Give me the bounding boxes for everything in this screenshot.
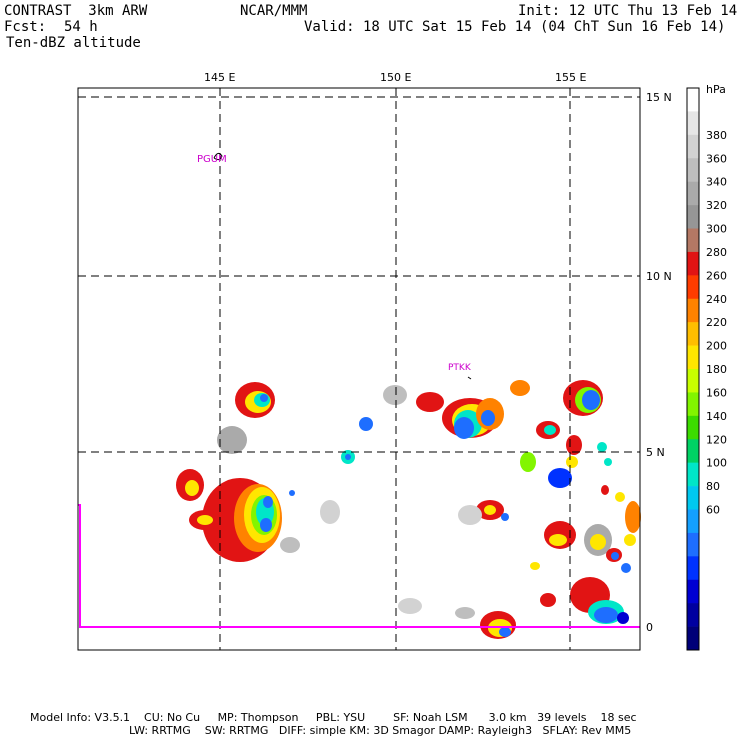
lat-label-15n: 15 N bbox=[646, 91, 672, 104]
lon-label-150: 150 E bbox=[380, 71, 411, 84]
colorbar-swatch bbox=[687, 415, 699, 440]
colorbar bbox=[686, 87, 700, 651]
colorbar-swatch bbox=[687, 205, 699, 229]
island-mark bbox=[467, 376, 472, 380]
colorbar-swatch bbox=[687, 369, 699, 393]
lat-label-10n: 10 N bbox=[646, 270, 672, 283]
colorbar-swatch bbox=[687, 111, 699, 136]
colorbar-label: 380 bbox=[706, 129, 727, 142]
colorbar-label: 280 bbox=[706, 246, 727, 259]
colorbar-label: 140 bbox=[706, 410, 727, 423]
colorbar-label: 300 bbox=[706, 223, 727, 236]
map-gridlines bbox=[78, 88, 640, 650]
fcst-value: 54 h bbox=[64, 19, 98, 35]
colorbar-swatch bbox=[687, 181, 699, 206]
colorbar-unit: hPa bbox=[706, 83, 726, 96]
colorbar-label: 200 bbox=[706, 340, 727, 353]
colorbar-label: 100 bbox=[706, 457, 727, 470]
colorbar-label: 360 bbox=[706, 152, 727, 165]
center-name: NCAR/MMM bbox=[240, 3, 308, 19]
lat-label-0: 0 bbox=[646, 621, 653, 634]
fcst-label: Fcst: bbox=[4, 19, 47, 35]
colorbar-swatch bbox=[687, 486, 699, 510]
colorbar-label: 220 bbox=[706, 316, 727, 329]
field-name: Ten-dBZ altitude bbox=[6, 35, 141, 51]
valid-time: Valid: 18 UTC Sat 15 Feb 14 (04 ChT Sun … bbox=[304, 19, 726, 35]
init-time: Init: 12 UTC Thu 13 Feb 14 bbox=[518, 3, 738, 19]
colorbar-swatch bbox=[687, 462, 699, 487]
colorbar-swatch bbox=[687, 228, 699, 253]
colorbar-label: 320 bbox=[706, 199, 727, 212]
colorbar-swatch bbox=[687, 626, 699, 651]
colorbar-swatch bbox=[687, 532, 699, 557]
model-title: CONTRAST 3km ARW bbox=[4, 3, 148, 19]
colorbar-label: 160 bbox=[706, 386, 727, 399]
station-label-ptkk: PTKK bbox=[448, 363, 472, 373]
colorbar-swatch bbox=[687, 392, 699, 417]
colorbar-swatch bbox=[687, 298, 699, 323]
colorbar-swatch bbox=[687, 158, 699, 182]
colorbar-swatch bbox=[687, 509, 699, 534]
colorbar-label: 260 bbox=[706, 269, 727, 282]
domain-boundary bbox=[78, 504, 640, 628]
colorbar-label: 120 bbox=[706, 433, 727, 446]
colorbar-swatch bbox=[687, 345, 699, 370]
lon-label-145: 145 E bbox=[204, 71, 235, 84]
colorbar-label: 180 bbox=[706, 363, 727, 376]
guam-coastline bbox=[213, 152, 223, 161]
colorbar-swatch bbox=[687, 603, 699, 627]
colorbar-swatch bbox=[687, 322, 699, 346]
colorbar-swatch bbox=[687, 439, 699, 463]
colorbar-swatch bbox=[687, 134, 699, 159]
map-frame bbox=[77, 87, 641, 651]
colorbar-label: 340 bbox=[706, 176, 727, 189]
colorbar-swatch bbox=[687, 556, 699, 581]
colorbar-label: 80 bbox=[706, 480, 720, 493]
reflectivity-field bbox=[176, 380, 641, 639]
colorbar-label: 60 bbox=[706, 504, 720, 517]
colorbar-labels: 380 360 340 320 300 280 260 240 220 200 180 160 140 1… bbox=[706, 129, 727, 517]
colorbar-swatch bbox=[687, 275, 699, 300]
model-info-line2: LW: RRTMG SW: RRTMG DIFF: simple KM: 3D … bbox=[129, 724, 632, 737]
colorbar-label: 240 bbox=[706, 293, 727, 306]
station-label-pgum: PGUM bbox=[197, 154, 227, 165]
colorbar-swatch bbox=[687, 251, 699, 276]
colorbar-frame bbox=[686, 87, 700, 651]
lat-label-5n: 5 N bbox=[646, 446, 665, 459]
colorbar-swatch bbox=[687, 579, 699, 604]
model-info-line1: Model Info: V3.5.1 CU: No Cu MP: Thompso… bbox=[30, 711, 637, 724]
colorbar-swatch bbox=[687, 88, 699, 112]
lon-label-155: 155 E bbox=[555, 71, 586, 84]
